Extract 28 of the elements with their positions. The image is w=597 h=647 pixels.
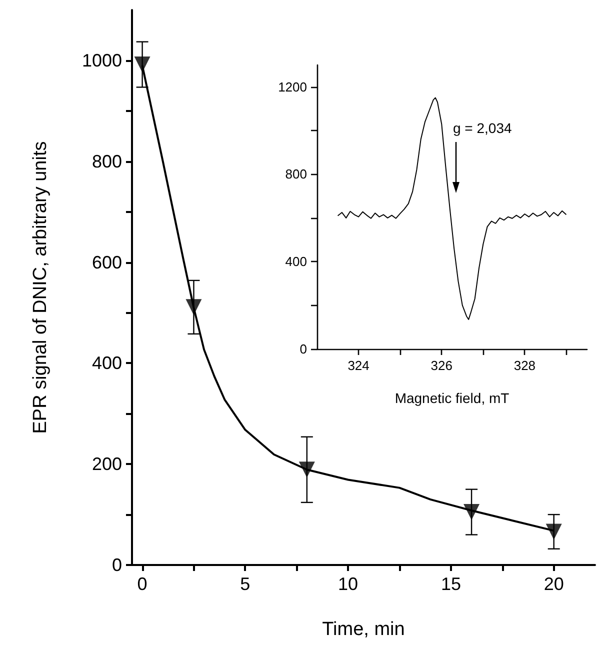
annotation: g = 2,034 <box>453 120 512 136</box>
y-tick-label: 200 <box>92 454 122 474</box>
x-tick-label: 5 <box>240 574 250 594</box>
y-tick-label: 800 <box>285 166 307 182</box>
x-tick-label: 324 <box>348 358 370 373</box>
y-tick-label: 600 <box>92 252 122 272</box>
point <box>464 504 480 520</box>
x-tick-label: 328 <box>514 358 536 373</box>
y-axis-title: EPR signal of DNIC, arbitrary units <box>30 141 51 434</box>
point <box>186 299 202 316</box>
x-tick-label: 326 <box>430 358 452 373</box>
x-tick-label: 20 <box>544 574 564 594</box>
y-tick-label: 400 <box>285 254 307 270</box>
point <box>298 462 315 478</box>
y-tick-label: 800 <box>92 151 122 172</box>
y-tick-label: 0 <box>300 342 307 356</box>
x-tick-label: 15 <box>440 574 461 594</box>
point <box>134 56 150 72</box>
x-axis-title: Magnetic field, mT <box>394 390 510 406</box>
x-axis-title: Time, min <box>322 619 405 640</box>
line-series <box>337 97 567 320</box>
y-tick-label: 0 <box>112 555 122 575</box>
point <box>546 524 562 540</box>
y-tick-label: 1200 <box>278 79 307 94</box>
y-tick-label: 1000 <box>82 50 122 70</box>
x-tick-label: 10 <box>338 574 358 594</box>
y-tick-label: 400 <box>92 353 122 374</box>
x-tick-label: 0 <box>137 574 148 594</box>
